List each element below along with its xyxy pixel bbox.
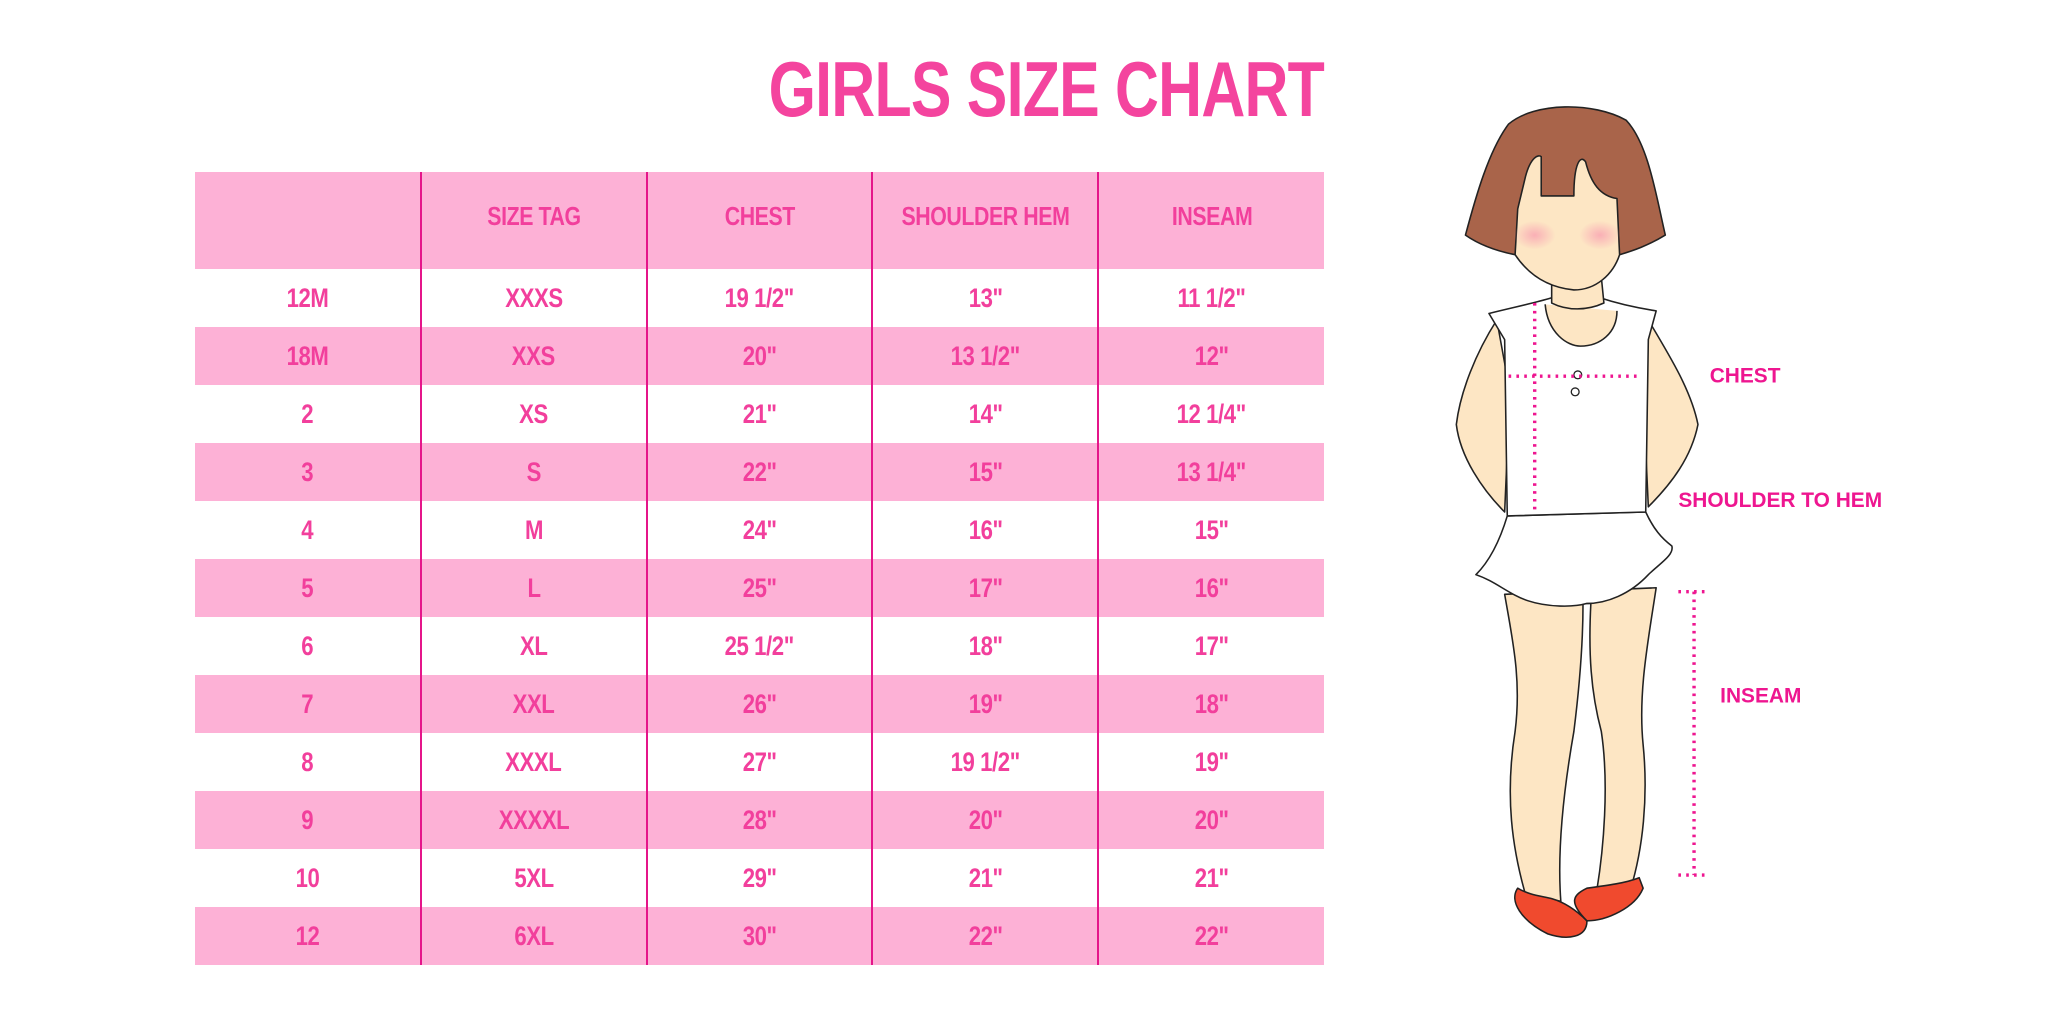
header-cell: INSEAM (1097, 172, 1324, 269)
table-row: 18M XXS 20" 13 1/2" 12" (195, 327, 1324, 385)
face (1514, 155, 1621, 291)
chest-label: CHEST (1710, 365, 1781, 388)
table-cell: 14" (871, 385, 1099, 443)
table-cell: 17" (1097, 617, 1324, 675)
table-row: 12M XXXS 19 1/2" 13" 11 1/2" (195, 269, 1324, 327)
skirt (1475, 511, 1673, 607)
legs (1503, 586, 1657, 903)
table-cell: 15" (871, 443, 1099, 501)
table-cell: 26" (645, 675, 873, 733)
table-cell: 13 1/4" (1097, 443, 1324, 501)
table-cell: 17" (871, 559, 1099, 617)
table-cell: 15" (1097, 501, 1324, 559)
table-row: 6 XL 25 1/2" 18" 17" (195, 617, 1324, 675)
table-cell: 5 (301, 572, 314, 603)
table-cell: 30" (645, 907, 873, 965)
table-cell: 16" (871, 501, 1099, 559)
table-cell: 18M (286, 340, 329, 371)
header-cell: CHEST (645, 172, 873, 269)
page-title: GIRLS SIZE CHART (768, 45, 1325, 133)
table-cell: 29" (645, 849, 873, 907)
table-cell: XXXXL (419, 791, 647, 849)
table-cell: XL (419, 617, 647, 675)
table-cell: 10 (295, 862, 320, 893)
table-row: 3 S 22" 15" 13 1/4" (195, 443, 1324, 501)
table-row: 4 M 24" 16" 15" (195, 501, 1324, 559)
inseam-label: INSEAM (1720, 685, 1801, 708)
size-chart-table: SIZE TAG CHEST SHOULDER HEM INSEAM 12M XX… (195, 172, 1324, 965)
table-row: 2 XS 21" 14" 12 1/4" (195, 385, 1324, 443)
table-cell: 27" (645, 733, 873, 791)
table-cell: 22" (871, 907, 1099, 965)
table-cell: 20" (871, 791, 1099, 849)
right-shoe (1573, 876, 1644, 922)
table-cell: 25" (645, 559, 873, 617)
table-cell: XXL (419, 675, 647, 733)
table-cell: 12" (1097, 327, 1324, 385)
table-cell: 25 1/2" (645, 617, 873, 675)
table-cell: 8 (301, 746, 314, 777)
table-cell: 16" (1097, 559, 1324, 617)
table-cell: 19 1/2" (645, 269, 873, 327)
table-cell: 4 (301, 514, 314, 545)
table-cell: 9 (301, 804, 314, 835)
table-row: 9 XXXXL 28" 20" 20" (195, 791, 1324, 849)
header-cell: SHOULDER HEM (871, 172, 1099, 269)
table-cell: 6 (301, 630, 314, 661)
table-cell: XXXS (419, 269, 647, 327)
table-cell: 7 (301, 688, 314, 719)
header-cell: SIZE TAG (419, 172, 647, 269)
table-cell: 20" (645, 327, 873, 385)
table-cell: XS (419, 385, 647, 443)
table-cell: 13 1/2" (871, 327, 1099, 385)
table-cell: 12 1/4" (1097, 385, 1324, 443)
table-cell: 19 1/2" (871, 733, 1099, 791)
table-cell: 18" (1097, 675, 1324, 733)
button-icon (1570, 387, 1580, 397)
table-row: 8 XXXL 27" 19 1/2" 19" (195, 733, 1324, 791)
left-arm (1455, 319, 1511, 513)
right-arm (1642, 319, 1699, 508)
table-cell: 22" (1097, 907, 1324, 965)
table-cell: 21" (645, 385, 873, 443)
table-cell: XXXL (419, 733, 647, 791)
table-cell: 2 (301, 398, 314, 429)
blush-left (1513, 220, 1556, 250)
table-row: 5 L 25" 17" 16" (195, 559, 1324, 617)
table-cell: XXS (419, 327, 647, 385)
table-cell: 11 1/2" (1097, 269, 1324, 327)
table-row: 10 5XL 29" 21" 21" (195, 849, 1324, 907)
table-cell: 20" (1097, 791, 1324, 849)
table-row: 7 XXL 26" 19" 18" (195, 675, 1324, 733)
table-cell: 21" (1097, 849, 1324, 907)
table-cell: 24" (645, 501, 873, 559)
table-cell: 19" (871, 675, 1099, 733)
table-cell: 13" (871, 269, 1099, 327)
table-cell: 5XL (419, 849, 647, 907)
table-cell: M (419, 501, 647, 559)
shoulder-to-hem-label: SHOULDER TO HEM (1678, 489, 1882, 512)
table-row: 12 6XL 30" 22" 22" (195, 907, 1324, 965)
table-cell: 21" (871, 849, 1099, 907)
table-cell: 3 (301, 456, 314, 487)
table-cell: 18" (871, 617, 1099, 675)
table-cell: S (419, 443, 647, 501)
table-cell: 12 (295, 920, 320, 951)
table-cell: 22" (645, 443, 873, 501)
collar (1544, 304, 1618, 347)
table-cell: 19" (1097, 733, 1324, 791)
table-cell: L (419, 559, 647, 617)
blush-right (1579, 220, 1621, 250)
table-cell: 6XL (419, 907, 647, 965)
table-cell: 12M (286, 282, 329, 313)
table-cell: 28" (645, 791, 873, 849)
table-header-row: SIZE TAG CHEST SHOULDER HEM INSEAM (195, 172, 1324, 269)
